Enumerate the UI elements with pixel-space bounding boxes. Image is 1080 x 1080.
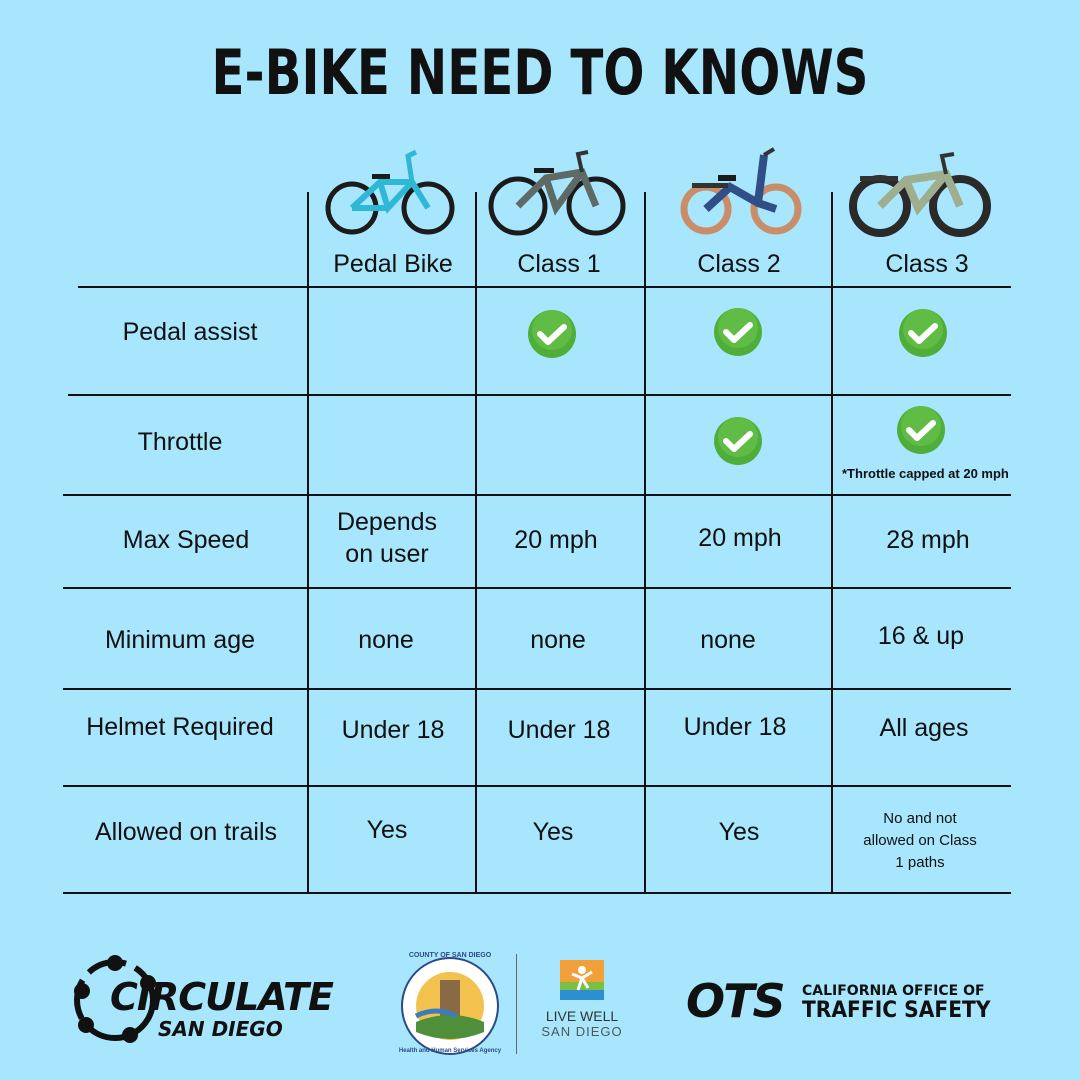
circulate-sub-text: SAN DIEGO xyxy=(158,1017,283,1041)
circulate-logo: CIRCULATE SAN DIEGO xyxy=(70,955,350,1045)
cell-trails-class1: Yes xyxy=(532,818,574,846)
check-icon xyxy=(899,309,947,357)
grid-line xyxy=(68,394,1011,396)
grid-line xyxy=(63,587,1011,589)
column-header-class1: Class 1 xyxy=(517,250,601,278)
grid-line xyxy=(63,892,1011,894)
grid-line xyxy=(63,785,1011,787)
logo-divider xyxy=(516,954,517,1054)
grid-line xyxy=(63,688,1011,690)
county-seal: COUNTY OF SAN DIEGO Health and Human Ser… xyxy=(396,952,506,1056)
column-header-class2: Class 2 xyxy=(697,250,781,278)
circulate-main-text: CIRCULATE xyxy=(110,975,334,1019)
row-label-max-speed: Max Speed xyxy=(122,526,250,554)
cell-max-speed-class1: 20 mph xyxy=(514,526,598,554)
county-top-text: COUNTY OF SAN DIEGO xyxy=(408,952,492,959)
grid-line xyxy=(307,192,309,894)
cell-helmet-class1: Under 18 xyxy=(507,716,611,744)
check-icon xyxy=(897,406,945,454)
live-well-icon xyxy=(560,960,604,1000)
cell-trails-pedal: Yes xyxy=(366,816,408,844)
throttle-note: *Throttle capped at 20 mph xyxy=(842,466,1009,481)
cell-helmet-class2: Under 18 xyxy=(683,713,787,741)
cell-trails-class3: No and not allowed on Class 1 paths xyxy=(863,810,977,871)
county-seal-icon xyxy=(401,957,499,1055)
check-icon xyxy=(714,308,762,356)
class1-bike-image xyxy=(488,150,626,236)
cell-helmet-class3: All ages xyxy=(879,714,969,742)
column-header-pedal-bike: Pedal Bike xyxy=(333,250,453,278)
class3-bike-image xyxy=(849,152,991,237)
cell-min-age-pedal: none xyxy=(358,626,414,654)
cell-min-age-class1: none xyxy=(530,626,586,654)
row-label-throttle: Throttle xyxy=(137,428,223,456)
grid-line xyxy=(63,494,1011,496)
cell-trails-class2: Yes xyxy=(718,818,760,846)
cell-max-speed-class2: 20 mph xyxy=(698,524,782,552)
cell-max-speed-class3: 28 mph xyxy=(886,526,970,554)
circulate-ring-icon xyxy=(74,955,156,1043)
cell-min-age-class3: 16 & up xyxy=(877,622,965,650)
row-label-allowed-on-trails: Allowed on trails xyxy=(94,818,278,846)
cell-min-age-class2: none xyxy=(700,626,756,654)
cell-max-speed-pedal: Depends on user xyxy=(336,508,438,568)
page-title: E-BIKE NEED TO KNOWS xyxy=(211,36,869,109)
ots-mark: OTS xyxy=(686,974,786,1028)
pedal-bike-image xyxy=(325,149,455,235)
ots-line2: TRAFFIC SAFETY xyxy=(802,998,991,1023)
row-label-minimum-age: Minimum age xyxy=(104,626,256,654)
check-icon xyxy=(528,310,576,358)
ots-line1: CALIFORNIA OFFICE OF xyxy=(802,983,985,999)
live-well-sub-text: SAN DIEGO xyxy=(541,1024,623,1039)
row-label-helmet-required: Helmet Required xyxy=(86,713,274,741)
column-header-class3: Class 3 xyxy=(885,250,969,278)
grid-line xyxy=(831,192,833,894)
live-well-main-text: LIVE WELL xyxy=(545,1008,619,1024)
cell-helmet-pedal: Under 18 xyxy=(341,716,445,744)
class2-bike-image xyxy=(680,147,802,235)
ots-logo: OTS CALIFORNIA OFFICE OF TRAFFIC SAFETY xyxy=(686,974,1016,1028)
grid-line xyxy=(644,192,646,894)
grid-line xyxy=(78,286,1011,288)
check-icon xyxy=(714,417,762,465)
grid-line xyxy=(475,192,477,894)
row-label-pedal-assist: Pedal assist xyxy=(122,318,258,346)
county-bottom-text: Health and Human Services Agency xyxy=(398,1048,502,1054)
live-well-logo: LIVE WELL SAN DIEGO xyxy=(534,960,644,1040)
